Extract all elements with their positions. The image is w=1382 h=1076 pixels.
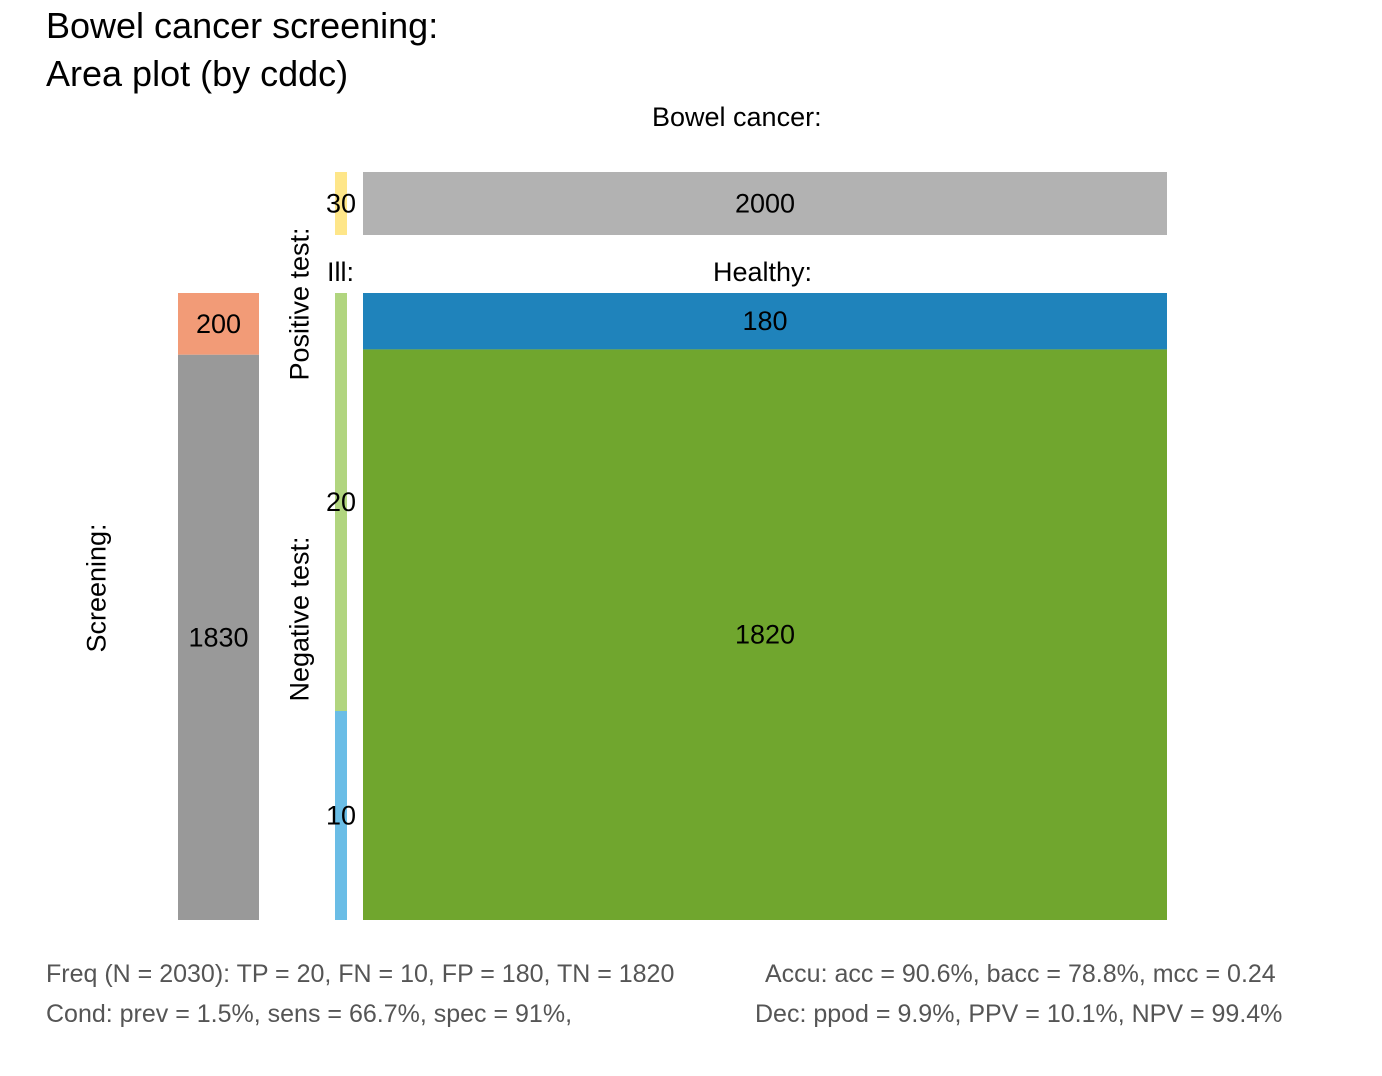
footer-cond: Cond: prev = 1.5%, sens = 66.7%, spec = … bbox=[46, 1000, 573, 1028]
condition-true-value: 30 bbox=[326, 189, 356, 219]
footer-freq: Freq (N = 2030): TP = 20, FN = 10, FP = … bbox=[46, 960, 675, 988]
fp-value: 180 bbox=[742, 306, 787, 336]
tp-value: 20 bbox=[326, 487, 356, 517]
decision-positive-bar bbox=[178, 293, 259, 355]
fn-value: 10 bbox=[326, 801, 356, 831]
decision-negative-bar bbox=[178, 354, 259, 920]
condition-true-bar bbox=[335, 172, 347, 235]
condition-false-value: 2000 bbox=[735, 189, 795, 219]
decision-negative-value: 1830 bbox=[188, 622, 248, 652]
footer-dec: Dec: ppod = 9.9%, PPV = 10.1%, NPV = 99.… bbox=[755, 1000, 1283, 1028]
fp-bar bbox=[363, 293, 1167, 350]
chart-title: Bowel cancer screening: bbox=[46, 5, 439, 46]
decision-positive-value: 200 bbox=[196, 309, 241, 339]
ill-heading: Ill: bbox=[327, 257, 354, 287]
chart-subtitle: Area plot (by cddc) bbox=[46, 53, 349, 94]
footer-accu: Accu: acc = 90.6%, bacc = 78.8%, mcc = 0… bbox=[765, 960, 1276, 988]
condition-heading: Bowel cancer: bbox=[652, 102, 822, 132]
healthy-heading: Healthy: bbox=[713, 257, 813, 287]
tn-bar bbox=[363, 349, 1167, 920]
tn-value: 1820 bbox=[735, 620, 795, 650]
tp-bar bbox=[335, 293, 347, 711]
condition-false-bar bbox=[363, 172, 1167, 235]
fn-bar bbox=[335, 711, 347, 920]
